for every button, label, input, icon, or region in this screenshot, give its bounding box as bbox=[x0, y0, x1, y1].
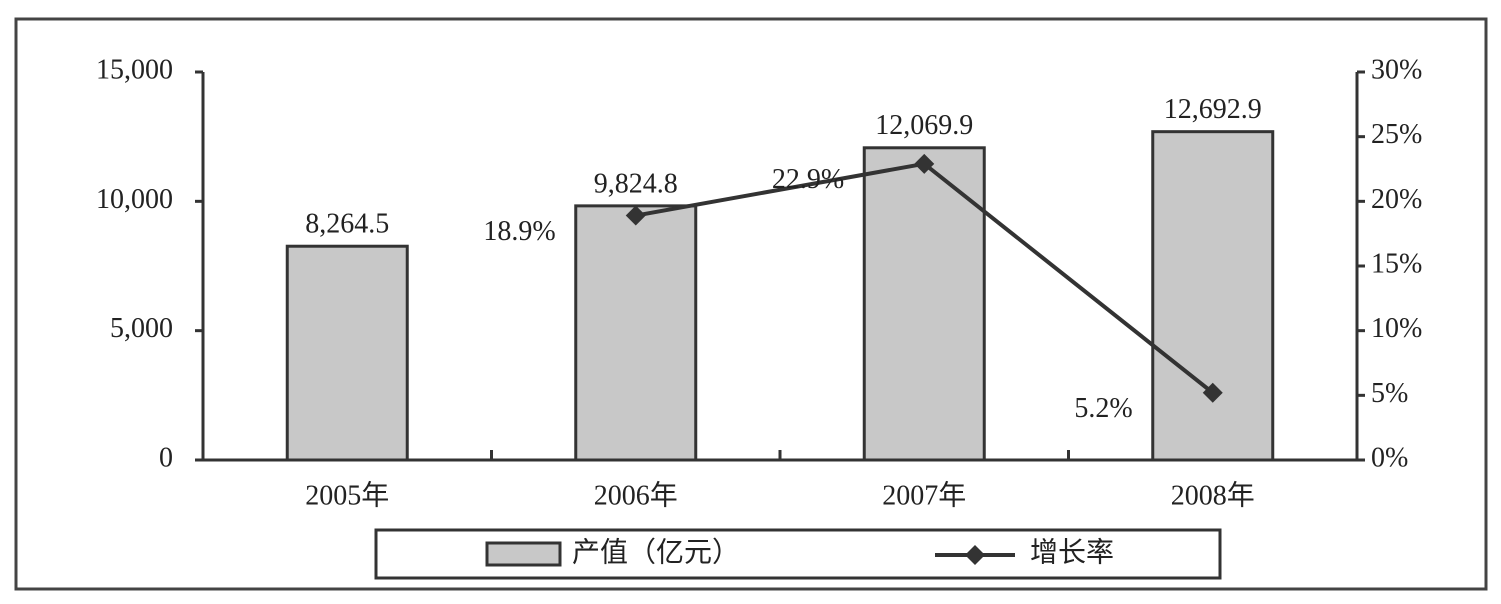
bar-value-label: 12,069.9 bbox=[875, 110, 973, 141]
x-tick-label: 2005年 bbox=[305, 479, 389, 511]
line-marker bbox=[914, 153, 935, 174]
y-tick-label: 15,000 bbox=[96, 54, 173, 85]
x-tick-label: 2008年 bbox=[1171, 479, 1255, 511]
y-tick-label: 5,000 bbox=[110, 313, 173, 344]
legend-label: 增长率 bbox=[1030, 536, 1114, 568]
y2-tick-label: 5% bbox=[1371, 378, 1408, 409]
bar bbox=[1151, 130, 1275, 462]
y2-tick-label: 0% bbox=[1371, 442, 1408, 473]
y2-tick-label: 15% bbox=[1371, 248, 1422, 279]
bar bbox=[574, 204, 698, 462]
line-value-label: 18.9% bbox=[483, 216, 555, 247]
x-tick-label: 2007年 bbox=[882, 479, 966, 511]
y2-tick-label: 30% bbox=[1371, 54, 1422, 85]
line-marker bbox=[625, 205, 646, 226]
legend-marker bbox=[965, 545, 985, 565]
y-tick-label: 0 bbox=[159, 442, 173, 473]
bar bbox=[285, 244, 409, 462]
line-marker bbox=[1202, 382, 1223, 403]
line-value-label: 22.9% bbox=[772, 164, 844, 195]
legend-swatch bbox=[485, 541, 562, 567]
x-tick-label: 2006年 bbox=[594, 479, 678, 511]
legend-label: 产值（亿元） bbox=[572, 536, 740, 568]
bar-value-label: 12,692.9 bbox=[1164, 94, 1262, 125]
bar-value-label: 8,264.5 bbox=[305, 209, 389, 240]
y2-tick-label: 20% bbox=[1371, 184, 1422, 215]
line-value-label: 5.2% bbox=[1074, 393, 1132, 424]
y2-tick-label: 25% bbox=[1371, 119, 1422, 150]
y-tick-label: 10,000 bbox=[96, 184, 173, 215]
y2-tick-label: 10% bbox=[1371, 313, 1422, 344]
bar-value-label: 9,824.8 bbox=[594, 168, 678, 199]
